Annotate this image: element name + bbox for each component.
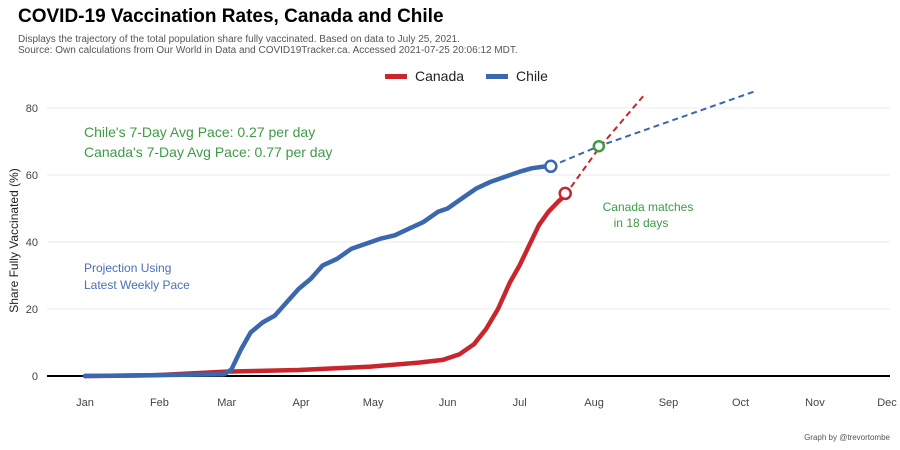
x-tick-label-apr: Apr: [293, 397, 310, 409]
x-tick-label-mar: Mar: [217, 397, 236, 409]
y-tick-label-40: 40: [26, 237, 38, 249]
chart-subtitle: Displays the trajectory of the total pop…: [18, 34, 518, 56]
projection-line-canada: [564, 93, 646, 196]
annotation-canada-pace: Canada's 7-Day Avg Pace: 0.77 per day: [84, 144, 332, 160]
y-axis-label: Share Fully Vaccinated (%): [7, 168, 21, 313]
x-tick-label-jun: Jun: [439, 397, 457, 409]
subtitle-line-2: Source: Own calculations from Our World …: [18, 45, 518, 56]
y-tick-label-80: 80: [26, 103, 38, 115]
x-tick-label-nov: Nov: [805, 397, 825, 409]
annotations: Chile's 7-Day Avg Pace: 0.27 per day Cana…: [84, 124, 693, 292]
x-tick-label-may: May: [363, 397, 384, 409]
annotation-matches-line-2: in 18 days: [614, 216, 669, 230]
chart-legend: Canada Chile: [385, 68, 570, 84]
series-line-chile: [82, 164, 554, 379]
annotation-projection-line-2: Latest Weekly Pace: [84, 278, 190, 292]
x-tick-label-jul: Jul: [513, 397, 527, 409]
x-tick-label-jan: Jan: [76, 397, 94, 409]
subtitle-line-1: Displays the trajectory of the total pop…: [18, 34, 460, 45]
y-tick-label-20: 20: [26, 304, 38, 316]
chart-title: COVID-19 Vaccination Rates, Canada and C…: [18, 6, 444, 27]
legend-swatch-canada: [385, 73, 407, 79]
legend-label-canada: Canada: [415, 68, 465, 84]
end-marker-chile: [544, 159, 558, 174]
x-tick-label-aug: Aug: [584, 397, 604, 409]
y-tick-label-60: 60: [26, 170, 38, 182]
x-tick-label-oct: Oct: [732, 397, 749, 409]
end-marker-canada: [558, 186, 572, 201]
projection-line-chile: [550, 90, 756, 168]
series-line-canada: [82, 192, 568, 379]
legend-item-chile: Chile: [486, 68, 548, 84]
x-tick-label-sep: Sep: [659, 397, 679, 409]
series-lines: [82, 90, 756, 379]
crossing-marker: [592, 139, 606, 153]
x-tick-label-dec: Dec: [877, 397, 897, 409]
annotation-projection-line-1: Projection Using: [84, 261, 171, 275]
legend-label-chile: Chile: [516, 68, 548, 84]
y-tick-label-0: 0: [32, 371, 38, 383]
footer-credit: Graph by @trevortombe: [804, 433, 890, 442]
x-tick-label-feb: Feb: [150, 397, 169, 409]
annotation-chile-pace: Chile's 7-Day Avg Pace: 0.27 per day: [84, 124, 315, 140]
legend-item-canada: Canada: [385, 68, 464, 84]
gridlines: [47, 107, 890, 310]
annotation-matches-line-1: Canada matches: [603, 200, 694, 214]
legend-swatch-chile: [486, 73, 509, 79]
